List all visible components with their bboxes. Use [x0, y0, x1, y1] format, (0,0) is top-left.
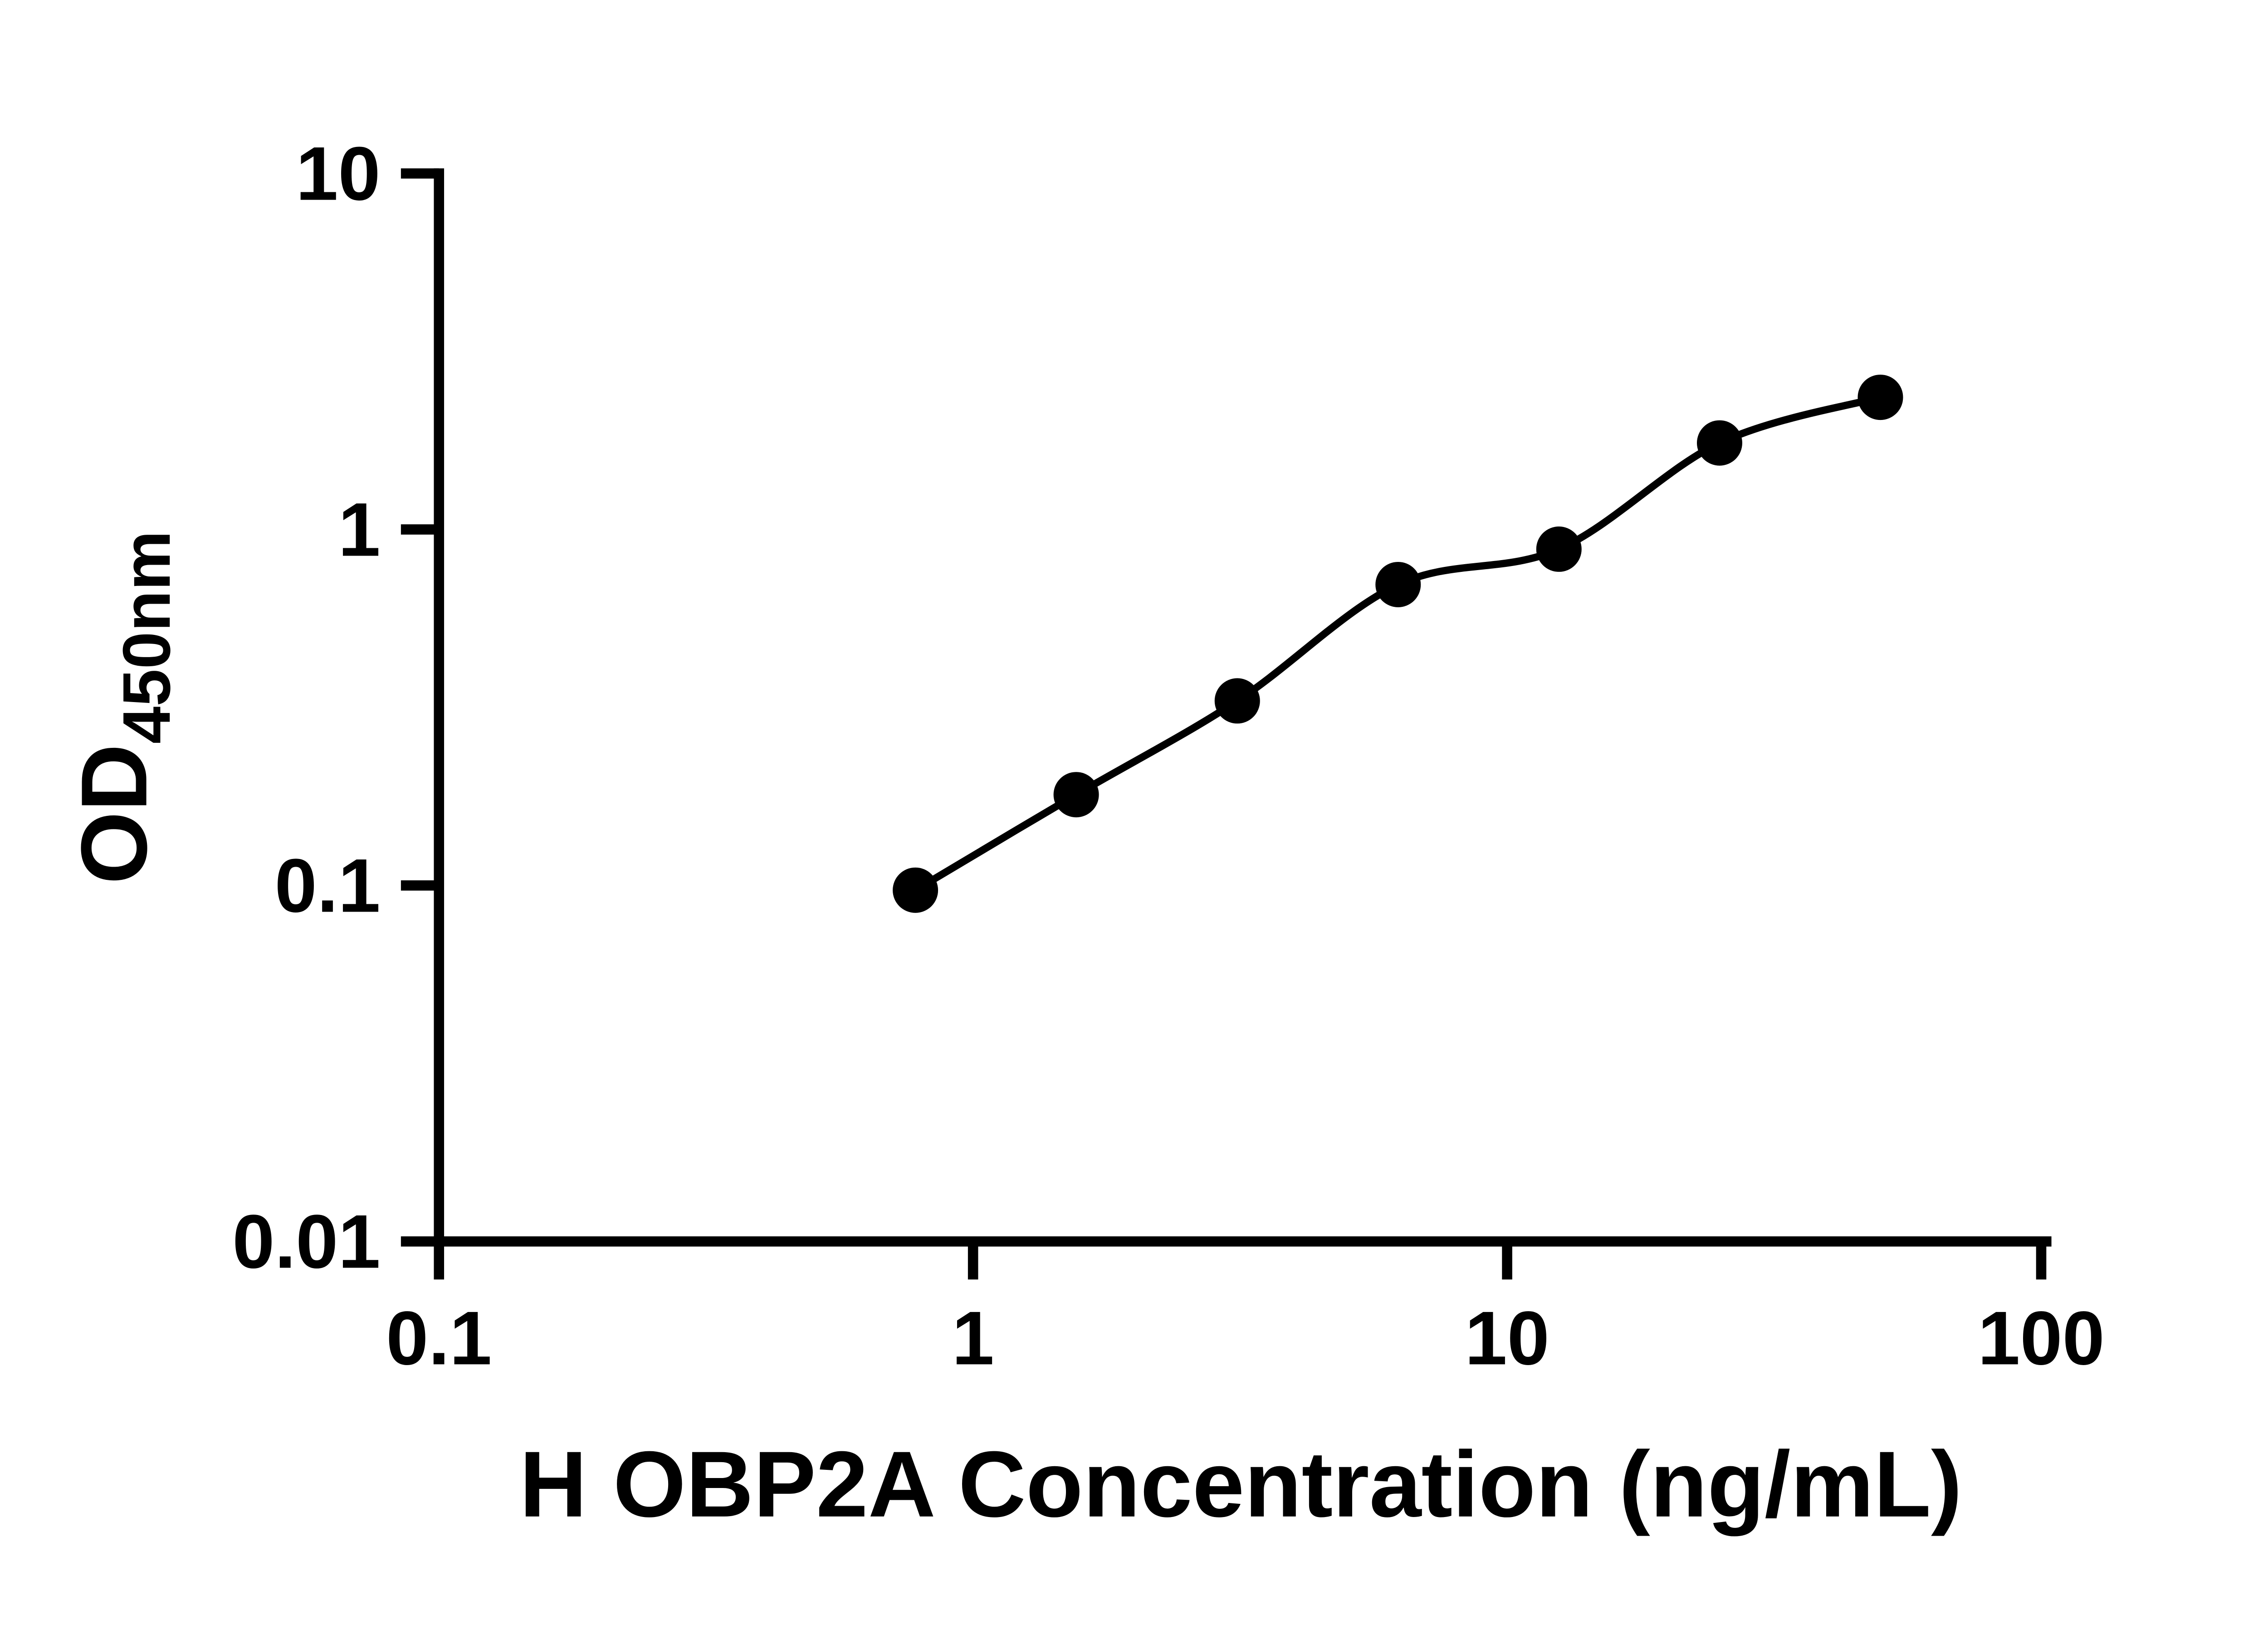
data-point — [1696, 420, 1742, 466]
x-tick-label: 1 — [952, 1295, 994, 1381]
x-tick-label: 10 — [1465, 1295, 1549, 1381]
y-tick-label: 10 — [296, 131, 381, 216]
data-point — [1536, 526, 1582, 572]
y-axis-title: OD450nm — [62, 531, 185, 884]
x-axis-title: H OBP2A Concentration (ng/mL) — [519, 1432, 1962, 1537]
y-axis-title-sub: 450nm — [109, 531, 184, 744]
data-point — [1857, 375, 1903, 420]
x-tick-label: 100 — [1978, 1295, 2105, 1381]
y-tick-label: 1 — [338, 487, 380, 572]
x-tick-label: 0.1 — [386, 1295, 492, 1381]
fit-curve — [913, 394, 1882, 893]
y-tick-label: 0.1 — [275, 843, 381, 928]
data-point — [1053, 772, 1099, 818]
y-axis-title-main: OD — [62, 744, 166, 884]
data-point — [1214, 678, 1260, 724]
y-tick-label: 0.01 — [232, 1199, 380, 1284]
data-point — [893, 867, 938, 913]
data-point — [1375, 561, 1421, 607]
